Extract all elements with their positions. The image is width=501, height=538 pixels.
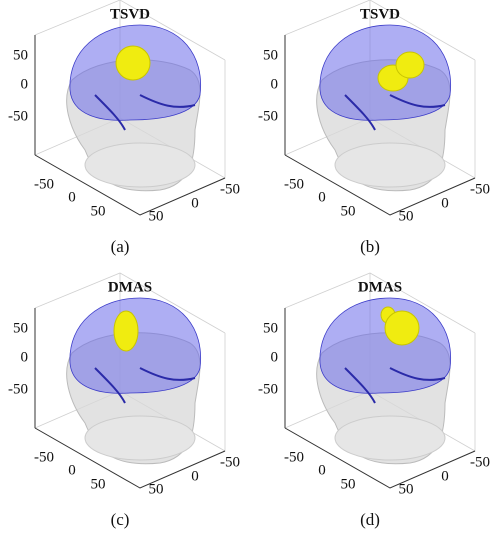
- x-tick-label: -50: [284, 449, 304, 465]
- y-tick-label: 50: [149, 481, 164, 497]
- panel: TSVD (a) 50 0 -50 -50 0 50 50 0 -50: [8, 0, 240, 256]
- y-tick-label: 0: [191, 468, 199, 484]
- y-tick-label: 50: [399, 208, 414, 224]
- y-tick-label: -50: [220, 181, 240, 197]
- caption: (c): [111, 510, 130, 529]
- axis-line: [284, 154, 476, 216]
- body-base: [334, 142, 446, 188]
- z-tick-label: 0: [271, 349, 279, 365]
- z-tick-label: 0: [21, 349, 29, 365]
- source: [384, 310, 420, 346]
- x-tick-label: -50: [34, 176, 54, 192]
- x-tick-label: 0: [68, 189, 76, 205]
- axis-line: [34, 427, 226, 489]
- x-tick-label: 50: [91, 476, 106, 492]
- z-tick-label: 50: [263, 47, 278, 63]
- y-tick-label: 50: [149, 208, 164, 224]
- body-base: [84, 142, 196, 188]
- axis-line: [284, 427, 476, 489]
- z-tick-label: 0: [21, 76, 29, 92]
- z-tick-label: 50: [13, 320, 28, 336]
- panel-title: TSVD: [360, 6, 400, 22]
- z-tick-label: 50: [13, 47, 28, 63]
- shell-inner: [344, 367, 446, 404]
- y-tick-label: 0: [441, 468, 449, 484]
- shell-inner: [344, 94, 446, 131]
- x-tick-label: 0: [318, 189, 326, 205]
- y-tick-label: -50: [470, 181, 490, 197]
- source: [395, 51, 425, 79]
- z-tick-label: -50: [8, 381, 28, 397]
- axis-line: [34, 154, 226, 216]
- panel: DMAS (c) 50 0 -50 -50 0 50 50 0 -50: [8, 272, 240, 529]
- y-tick-label: 0: [191, 195, 199, 211]
- panel-title: DMAS: [358, 279, 402, 295]
- z-tick-label: -50: [258, 108, 278, 124]
- caption: (b): [360, 237, 380, 256]
- panel: TSVD (b) 50 0 -50 -50 0 50 50 0 -50: [258, 0, 490, 256]
- y-tick-label: -50: [470, 454, 490, 470]
- source: [113, 310, 139, 352]
- shell-inner: [94, 367, 196, 404]
- caption: (d): [360, 510, 380, 529]
- caption: (a): [111, 237, 130, 256]
- x-tick-label: 50: [91, 203, 106, 219]
- z-tick-label: 50: [263, 320, 278, 336]
- body-base: [334, 415, 446, 461]
- y-tick-label: 0: [441, 195, 449, 211]
- body-base: [84, 415, 196, 461]
- x-tick-label: 0: [68, 462, 76, 478]
- y-tick-label: 50: [399, 481, 414, 497]
- shell: [69, 297, 202, 394]
- x-tick-label: 50: [341, 476, 356, 492]
- panel-title: TSVD: [110, 6, 150, 22]
- source: [115, 45, 151, 81]
- z-tick-label: 0: [271, 76, 279, 92]
- shell-inner: [94, 94, 196, 131]
- x-tick-label: 50: [341, 203, 356, 219]
- x-tick-label: -50: [284, 176, 304, 192]
- panel-title: DMAS: [108, 279, 152, 295]
- z-tick-label: -50: [258, 381, 278, 397]
- x-tick-label: -50: [34, 449, 54, 465]
- x-tick-label: 0: [318, 462, 326, 478]
- y-tick-label: -50: [220, 454, 240, 470]
- z-tick-label: -50: [8, 108, 28, 124]
- panel: DMAS (d) 50 0 -50 -50 0 50 50 0 -50: [258, 272, 490, 529]
